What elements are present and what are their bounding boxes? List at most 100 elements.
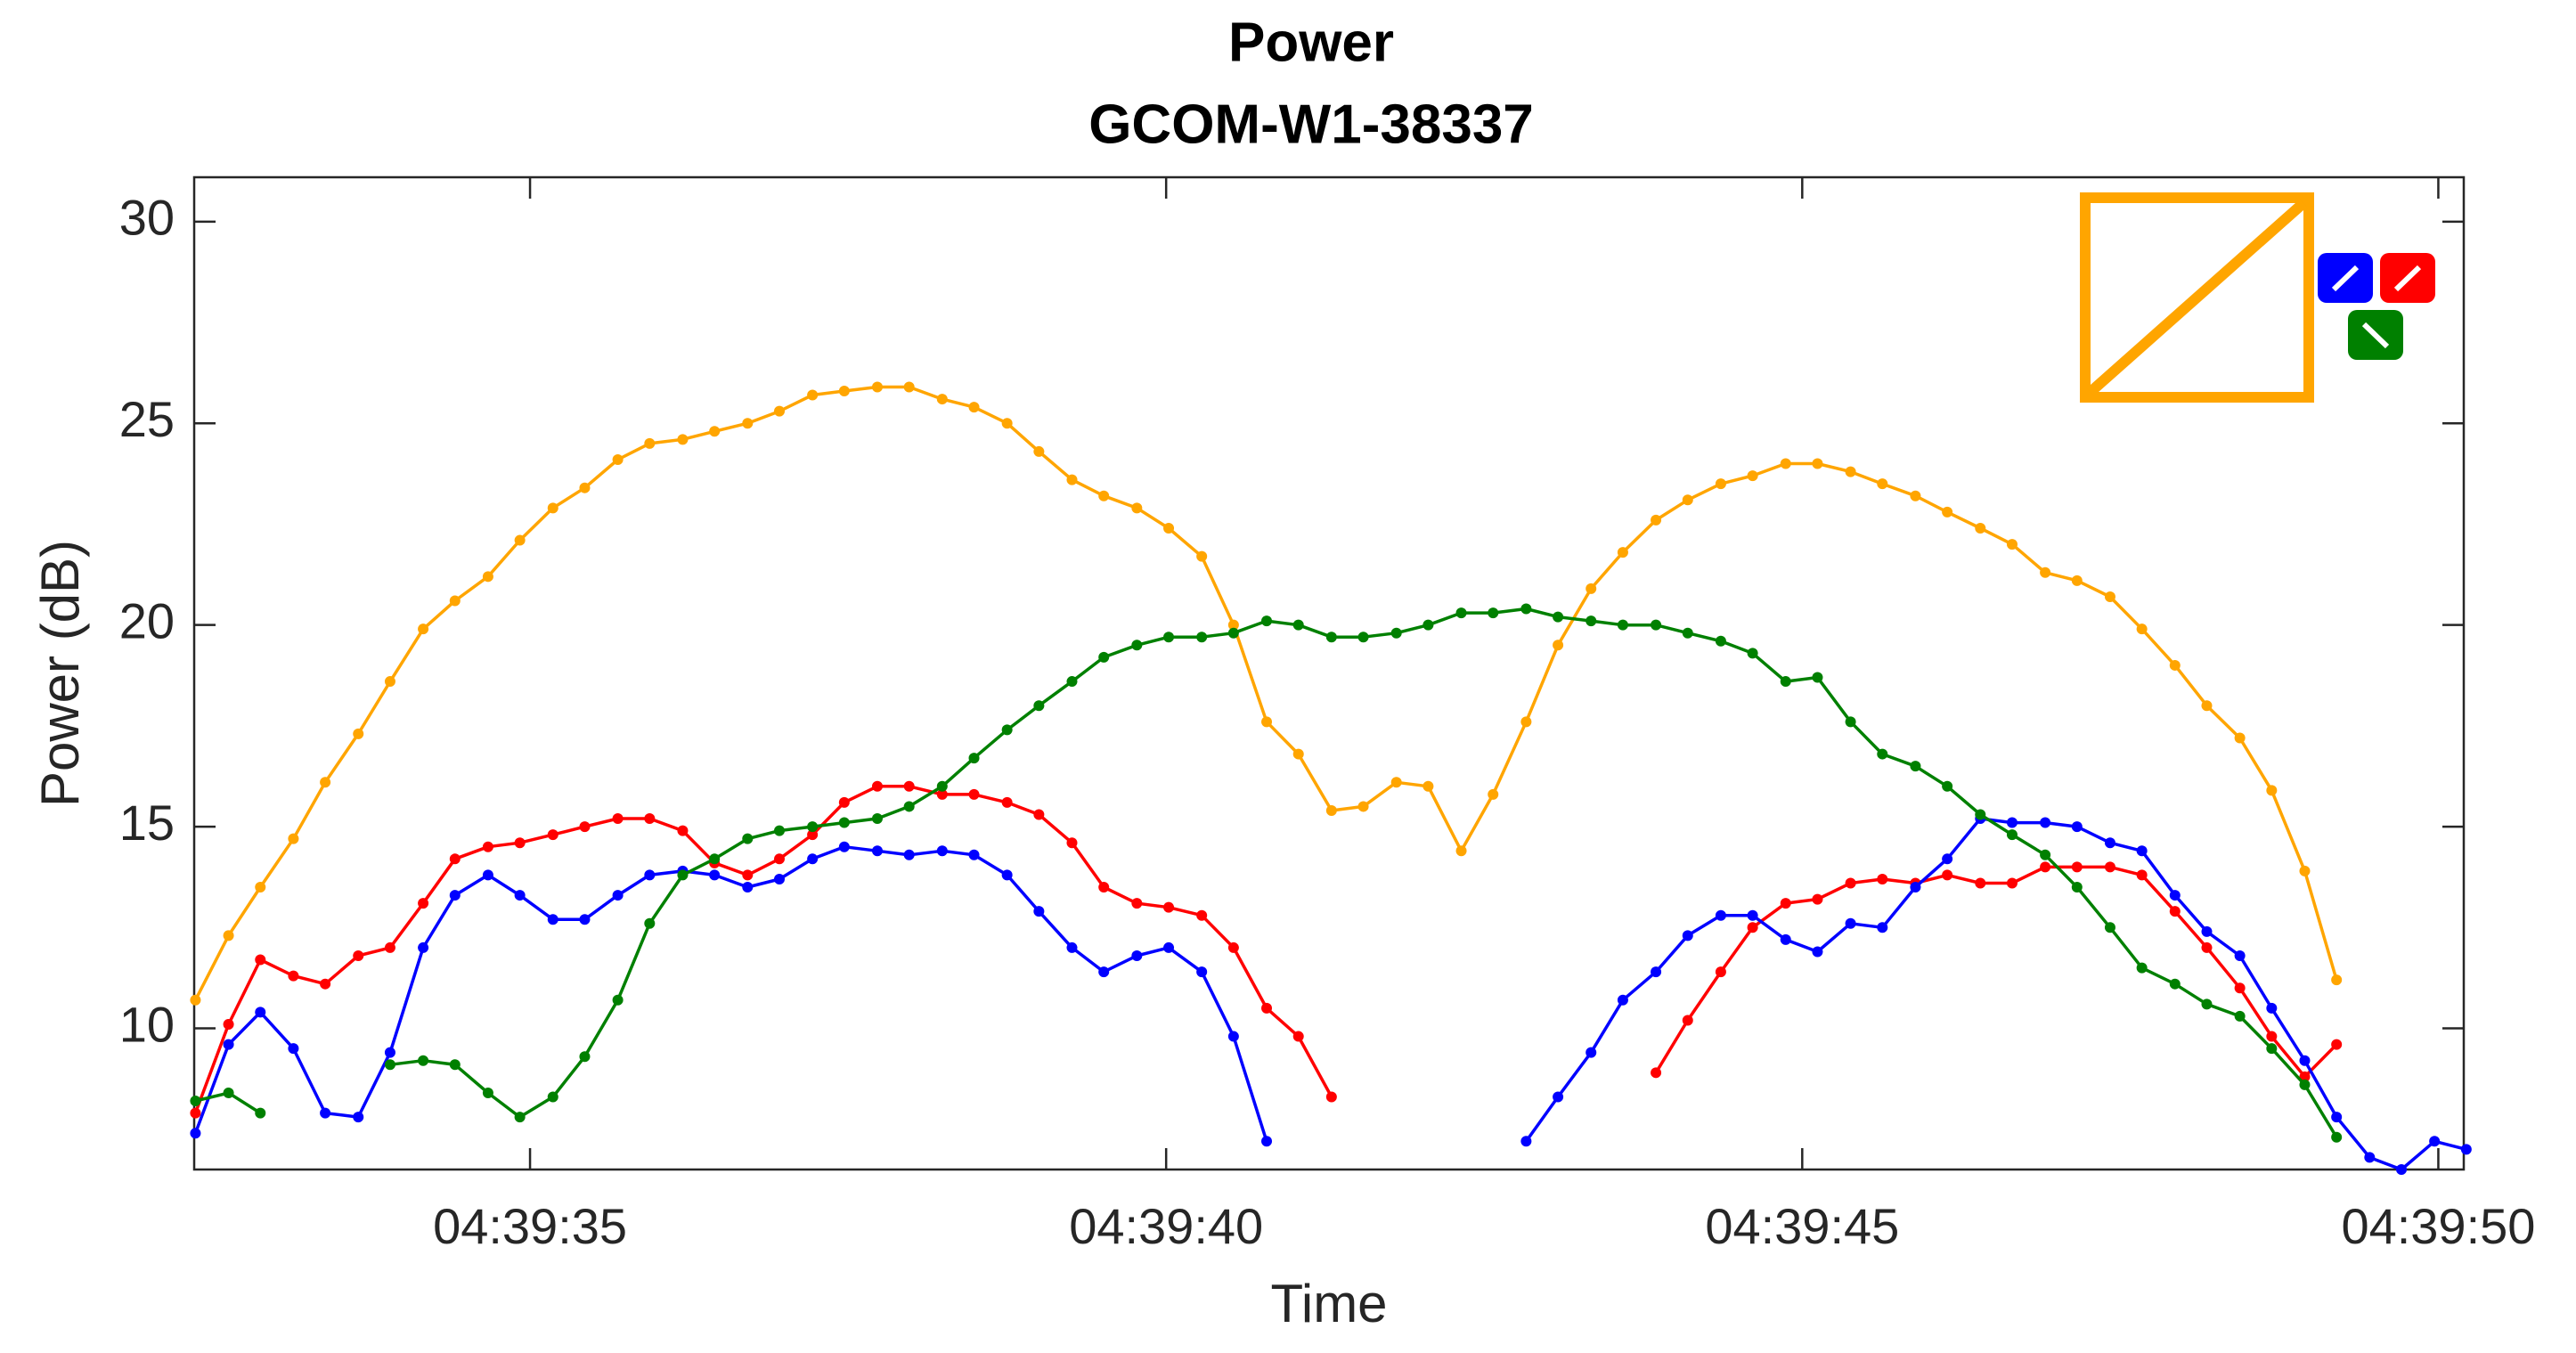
data-point: [709, 853, 721, 865]
data-point: [677, 434, 689, 445]
data-point: [1651, 619, 1662, 631]
data-point: [871, 780, 883, 792]
data-point: [2460, 1144, 2472, 1155]
data-point: [644, 869, 656, 881]
data-point: [1423, 619, 1434, 631]
data-point: [2040, 566, 2051, 578]
data-point: [1942, 869, 1953, 881]
data-point: [1780, 898, 1791, 909]
data-point: [968, 402, 980, 413]
data-point: [807, 821, 819, 833]
data-point: [449, 890, 461, 901]
data-point: [2169, 890, 2181, 901]
data-point: [773, 405, 785, 417]
data-point: [1780, 933, 1791, 945]
data-point: [1975, 809, 1986, 820]
data-point: [1196, 550, 1208, 562]
data-point: [807, 389, 819, 401]
data-point: [190, 1128, 201, 1139]
data-point: [612, 813, 624, 825]
data-point: [2266, 1031, 2278, 1042]
data-point: [255, 1107, 266, 1119]
legend-icon: [2331, 265, 2360, 292]
y-tick-label: 30: [119, 190, 175, 246]
data-point: [1196, 909, 1208, 921]
data-point: [2136, 624, 2148, 635]
data-point: [1715, 966, 1726, 978]
data-point: [449, 1059, 461, 1071]
data-point: [838, 386, 850, 397]
data-point: [2299, 865, 2311, 876]
data-point: [2136, 962, 2148, 974]
data-point: [1812, 458, 1823, 469]
data-point: [1033, 445, 1045, 457]
data-point: [2201, 925, 2213, 937]
data-point: [612, 994, 624, 1006]
data-point: [547, 829, 558, 841]
data-point: [1617, 994, 1628, 1006]
data-point: [288, 833, 299, 844]
data-point: [2201, 998, 2213, 1010]
data-point: [1196, 966, 1208, 978]
data-point: [1227, 627, 1239, 639]
y-axis-label: Power (dB): [30, 540, 90, 807]
data-point: [2299, 1055, 2311, 1066]
data-point: [1975, 522, 1986, 534]
data-point: [2201, 700, 2213, 712]
data-point: [2006, 829, 2018, 841]
data-point: [320, 978, 331, 990]
legend-icon: [2393, 265, 2422, 292]
data-point: [2040, 817, 2051, 828]
data-point: [1066, 676, 1078, 688]
data-point: [1553, 1091, 1564, 1103]
data-point: [1845, 466, 1856, 477]
data-point: [1261, 1136, 1273, 1147]
data-point: [838, 796, 850, 808]
data-point: [579, 821, 591, 833]
data-point: [1001, 418, 1013, 429]
data-point: [1098, 966, 1110, 978]
data-point: [418, 1055, 429, 1066]
data-point: [1586, 1047, 1597, 1058]
data-point: [2331, 1112, 2343, 1123]
data-point: [1617, 619, 1628, 631]
data-point: [838, 841, 850, 852]
data-point: [1910, 882, 1921, 893]
data-point: [255, 1007, 266, 1018]
data-point: [936, 394, 948, 405]
data-point: [1423, 780, 1434, 792]
data-point: [1975, 877, 1986, 889]
data-point: [644, 437, 656, 449]
data-point: [1261, 716, 1273, 728]
data-point: [1033, 906, 1045, 917]
data-point: [2104, 922, 2115, 933]
data-point: [742, 882, 754, 893]
data-point: [1780, 676, 1791, 688]
data-point: [1292, 1031, 1304, 1042]
data-point: [1812, 672, 1823, 683]
data-point: [449, 595, 461, 607]
data-point: [1877, 478, 1888, 490]
data-point: [644, 917, 656, 929]
data-point: [1812, 946, 1823, 958]
data-point: [1227, 1031, 1239, 1042]
data-point: [936, 780, 948, 792]
data-point: [1910, 490, 1921, 501]
data-point: [773, 873, 785, 884]
data-point: [2071, 575, 2083, 586]
data-point: [1845, 877, 1856, 889]
data-point: [1812, 893, 1823, 905]
data-point: [1942, 506, 1953, 518]
data-point: [742, 833, 754, 844]
data-point: [1780, 458, 1791, 469]
data-point: [903, 381, 915, 393]
data-point: [1163, 522, 1175, 534]
data-point: [903, 801, 915, 812]
data-point: [384, 1059, 395, 1071]
data-point: [2040, 849, 2051, 860]
data-point: [1227, 619, 1239, 631]
data-point: [514, 837, 526, 849]
data-point: [612, 890, 624, 901]
data-point: [514, 534, 526, 546]
